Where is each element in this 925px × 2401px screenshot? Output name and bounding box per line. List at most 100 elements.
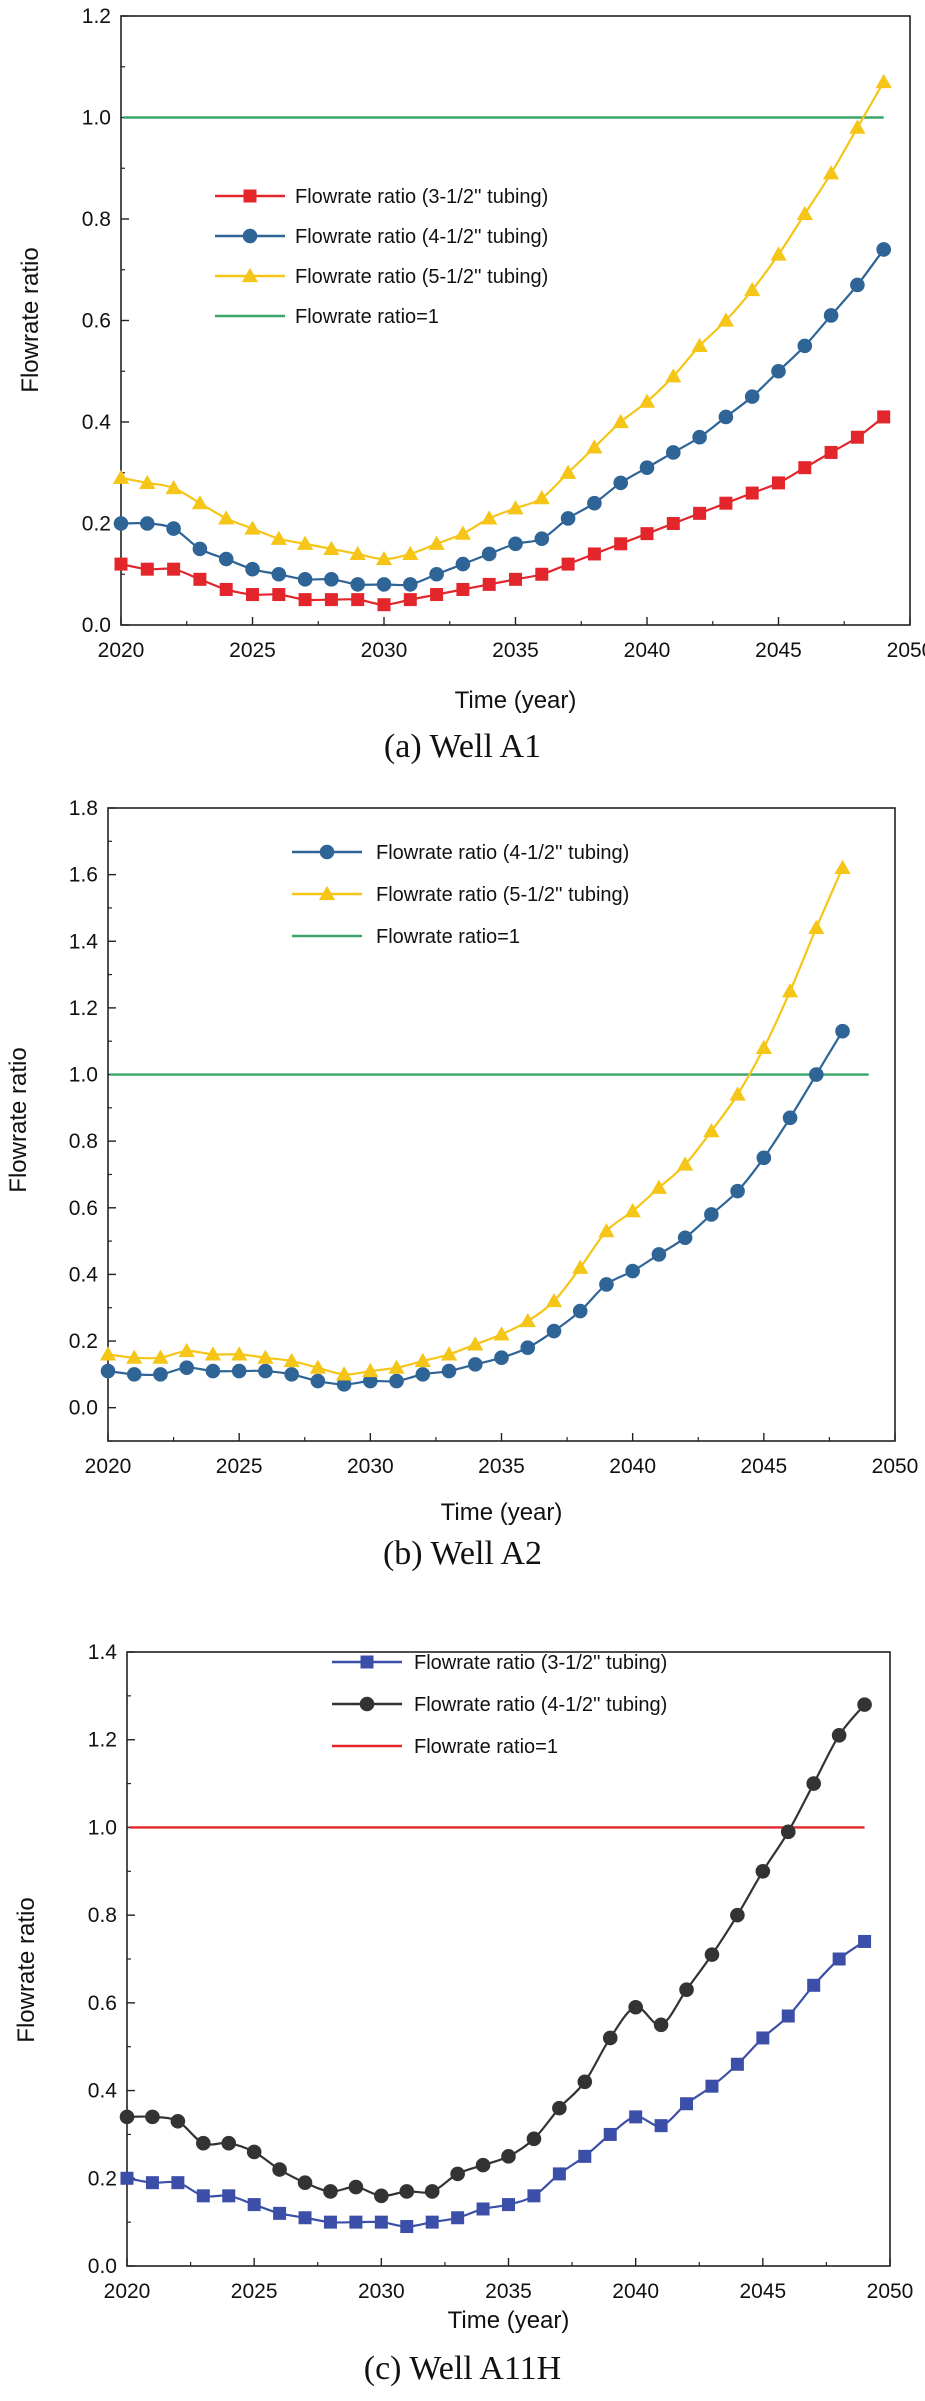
chart-c-data-point (246, 2144, 262, 2160)
chart-a-y-tick-label: 0.0 (82, 614, 111, 637)
chart-a-data-point (245, 561, 260, 577)
chart-a-data-point (561, 557, 575, 571)
chart-b-data-point (572, 1259, 589, 1274)
chart-c-data-point (400, 2220, 414, 2234)
chart-a-data-point (244, 520, 261, 535)
chart-b-data-point (231, 1346, 248, 1361)
chart-panel-a: 2020 2025 2030 2035 2040 2045 2050 0.0 0.2 0.4 0.6… (0, 0, 925, 790)
chart-a-data-point (296, 535, 314, 550)
chart-a-series-line (120, 248, 885, 587)
chart-c-legend-label: Flowrate ratio=1 (414, 1736, 558, 1758)
chart-a-data-point (535, 567, 549, 581)
chart-a-data-point (640, 527, 654, 541)
chart-b-data-point (835, 1023, 850, 1039)
chart-c-data-point (654, 2119, 668, 2133)
chart-c-data-point (475, 2157, 491, 2173)
chart-a-data-point (191, 495, 209, 510)
chart-b-legend: Flowrate ratio (4-1/2'' tubing) Flowrate … (292, 842, 629, 948)
chart-a-data-point (350, 577, 366, 592)
chart-a-data-point (272, 588, 286, 602)
chart-b-data-point (546, 1323, 562, 1339)
chart-b-data-point (781, 983, 799, 998)
chart-a-y-tick-label: 0.6 (82, 310, 111, 333)
chart-b-data-point (572, 1303, 588, 1319)
chart-a-data-point (323, 540, 340, 555)
chart-a-data-point (614, 537, 628, 551)
chart-c-y-tick-label: 0.0 (88, 2255, 117, 2278)
chart-c-data-point (653, 2017, 669, 2033)
chart-a-data-point (455, 556, 471, 572)
chart-a-data-point (612, 413, 629, 429)
chart-c-legend-marker (360, 1655, 374, 1669)
chart-c-data-point (451, 2211, 465, 2225)
chart-a-data-point (403, 593, 417, 607)
chart-b-y-tick-label: 0.8 (69, 1130, 98, 1153)
chart-b-data-point (520, 1340, 536, 1356)
chart-b-data-point (519, 1312, 536, 1328)
chart-c-data-point (298, 2211, 312, 2225)
chart-a-data-point (166, 521, 181, 536)
chart-c-data-point (807, 1978, 821, 1992)
chart-c-data-point (119, 2109, 135, 2125)
chart-a-x-tick-label: 2025 (229, 639, 276, 662)
chart-c-legend-label: Flowrate ratio (4-1/2'' tubing) (414, 1694, 667, 1716)
chart-a-y-tick-label: 0.4 (82, 411, 112, 434)
chart-c-data-point (247, 2198, 261, 2212)
chart-a-data-point (298, 593, 312, 607)
chart-c-data-point (450, 2166, 465, 2182)
chart-a-data-point (876, 242, 891, 257)
chart-b-data-point (152, 1349, 169, 1364)
chart-a-legend-label: Flowrate ratio (4-1/2'' tubing) (295, 226, 548, 248)
chart-a-series-1 (114, 410, 891, 612)
chart-a-data-point (691, 337, 708, 352)
chart-c-data-point (145, 2109, 160, 2125)
chart-a-data-point (113, 516, 129, 531)
chart-c-data-point (221, 2135, 237, 2151)
chart-a-data-point (849, 119, 866, 134)
caption-c: (c) Well A11H (363, 2350, 562, 2387)
chart-a-data-point (376, 577, 392, 592)
chart-a-data-point (771, 363, 786, 379)
chart-c-data-point (704, 1947, 720, 1962)
chart-b-data-point (808, 919, 825, 935)
chart-b-data-point (414, 1352, 431, 1368)
chart-a-data-point (666, 445, 681, 460)
chart-b-legend-label: Flowrate ratio (5-1/2'' tubing) (376, 884, 629, 906)
caption-a: (a) Well A1 (383, 728, 542, 765)
chart-a-series-3 (112, 73, 892, 566)
chart-b-y-tick-label: 0.4 (69, 1263, 99, 1286)
chart-b-y-tick-label: 1.6 (69, 864, 98, 887)
chart-c-data-point (756, 2031, 770, 2045)
chart-b-data-point (126, 1367, 142, 1382)
chart-a-legend-marker (242, 228, 258, 244)
chart-c-data-point (374, 2188, 389, 2204)
chart-c-y-tick-label: 1.0 (88, 1816, 117, 1839)
chart-c-data-point (399, 2184, 415, 2199)
chart-b-legend-label: Flowrate ratio (4-1/2'' tubing) (376, 842, 629, 864)
chart-b-series-2 (99, 859, 851, 1381)
chart-c-data-point (705, 2079, 719, 2093)
chart-c-data-point (680, 2097, 694, 2111)
chart-a-data-point (429, 566, 444, 582)
chart-c-legend-marker (359, 1696, 375, 1712)
chart-c-x-tick-label: 2020 (104, 2280, 151, 2303)
chart-b-x-axis-label: Time (year) (441, 1499, 563, 1525)
chart-b-y-tick-label: 0.6 (69, 1197, 98, 1220)
chart-b-data-point (599, 1277, 614, 1292)
chart-c-series-1 (120, 1934, 872, 2234)
chart-c-data-point (425, 2215, 439, 2229)
chart-a-data-point (219, 582, 233, 596)
chart-c-data-point (552, 2167, 566, 2181)
chart-a-data-point (560, 511, 576, 526)
chart-c-data-point (476, 2202, 490, 2216)
chart-a-data-point (587, 547, 601, 561)
chart-c-y-tick-label: 1.2 (88, 1729, 117, 1752)
chart-b-data-point (494, 1350, 509, 1366)
chart-a-data-point (718, 409, 734, 425)
chart-b-y-tick-label: 1.4 (69, 930, 99, 953)
chart-a-data-point (165, 479, 182, 495)
chart-b-data-point (598, 1222, 615, 1238)
chart-a-data-point (744, 389, 760, 404)
chart-b-data-point (625, 1263, 640, 1279)
chart-c-data-point (858, 1934, 872, 1948)
